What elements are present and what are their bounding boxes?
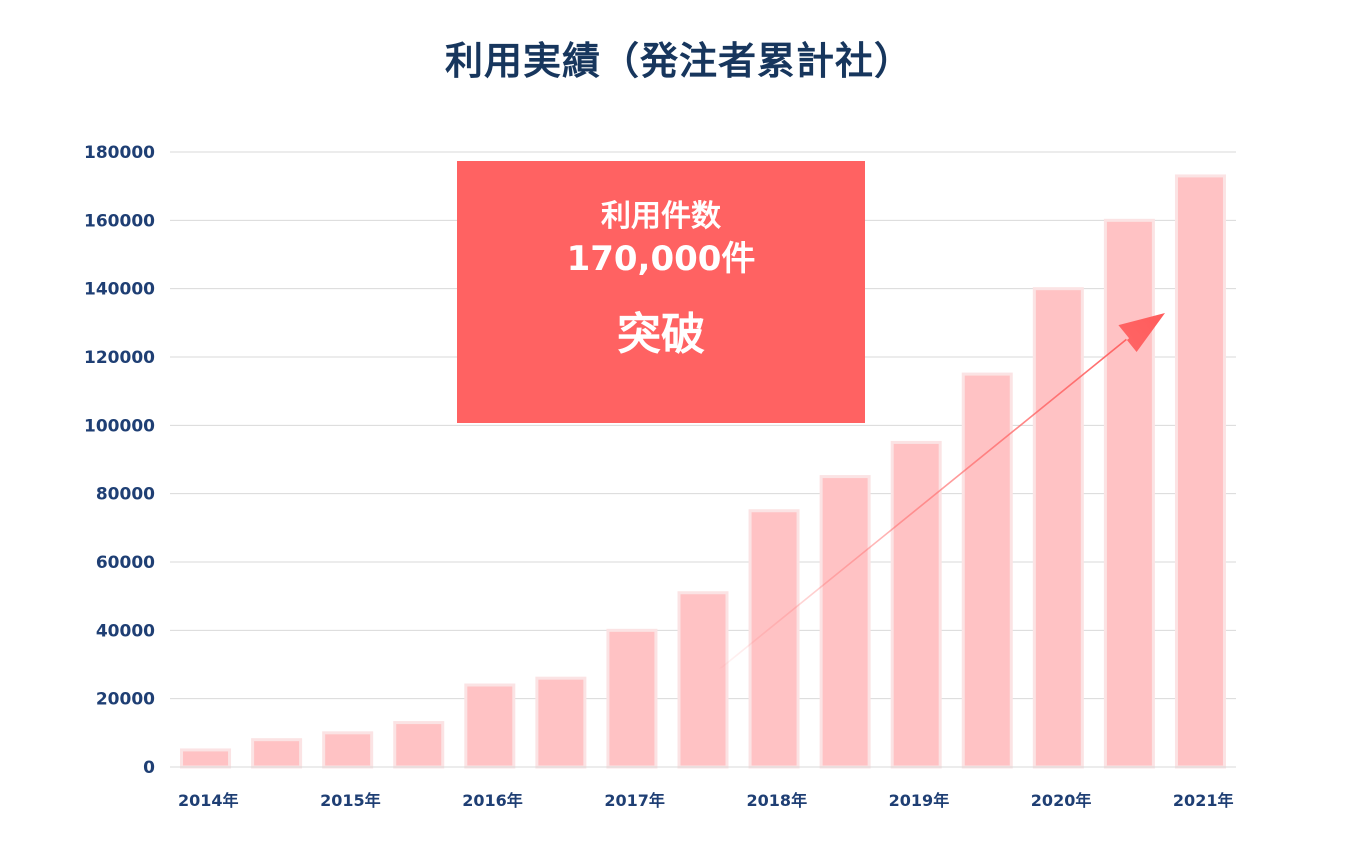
bar: [961, 372, 1013, 769]
x-tick-label: 2015年: [320, 791, 381, 810]
x-tick-label: 2016年: [462, 791, 523, 810]
y-tick-label: 180000: [84, 143, 155, 163]
chart-title: 利用実績（発注者累計社）: [444, 39, 913, 83]
y-tick-label: 40000: [96, 621, 155, 641]
x-tick-label: 2017年: [604, 791, 665, 810]
bar: [890, 440, 942, 769]
bar: [535, 676, 587, 769]
callout-box: 利用件数 170,000件 突破: [457, 161, 865, 423]
bar: [1174, 174, 1226, 769]
x-tick-label: 2018年: [747, 791, 808, 810]
y-tick-label: 100000: [84, 416, 155, 436]
x-tick-label: 2019年: [889, 791, 950, 810]
trend-arrow-icon: [718, 313, 1165, 669]
bar: [819, 475, 871, 769]
y-tick-label: 80000: [96, 485, 155, 505]
y-tick-label: 0: [143, 758, 155, 778]
bar: [180, 748, 232, 769]
y-tick-label: 60000: [96, 553, 155, 573]
bar: [606, 628, 658, 769]
bar: [677, 591, 729, 769]
x-tick-label: 2014年: [178, 791, 239, 810]
x-axis: 2014年 2015年 2016年 2017年 2018年 2019年 2020年 2021年: [170, 766, 1236, 810]
bar: [393, 721, 445, 769]
bar: [322, 731, 374, 769]
y-tick-label: 160000: [84, 211, 155, 231]
y-tick-label: 120000: [84, 348, 155, 368]
bar: [464, 683, 516, 769]
bar: [251, 738, 303, 769]
y-tick-label: 20000: [96, 690, 155, 710]
bar: [1032, 287, 1084, 769]
x-tick-label: 2020年: [1031, 791, 1092, 810]
callout-breakthrough: 突破: [617, 309, 705, 360]
callout-count: 170,000件: [566, 239, 756, 279]
x-tick-label: 2021年: [1173, 791, 1234, 810]
y-tick-label: 140000: [84, 280, 155, 300]
callout-label: 利用件数: [601, 199, 721, 234]
y-axis: 0 20000 40000 60000 80000 100000 120000 140000 1…: [84, 143, 155, 778]
bar: [1103, 218, 1155, 769]
